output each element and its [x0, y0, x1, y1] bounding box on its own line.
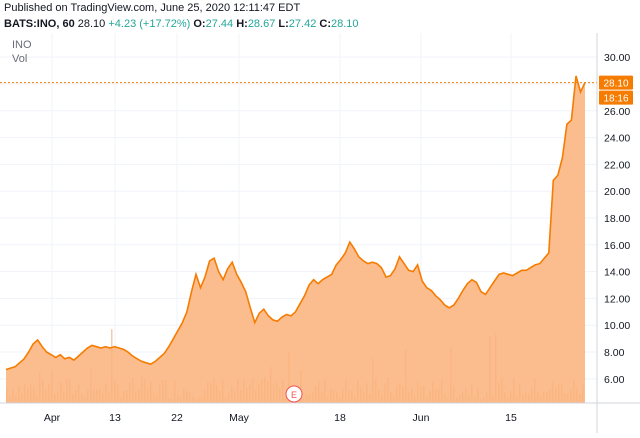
price-tick-label: 20.00: [604, 186, 630, 198]
price-tick-label: 12.00: [604, 293, 630, 305]
published-caption: Published on TradingView.com, June 25, 2…: [4, 2, 301, 14]
price-tick-label: 22.00: [604, 159, 630, 171]
symbol-label[interactable]: BATS:INO, 60: [4, 18, 75, 30]
earnings-marker[interactable]: E: [285, 385, 303, 403]
price-tick-label: 14.00: [604, 267, 630, 279]
price-area: [6, 75, 585, 404]
ohlc-legend: BATS:INO, 60 28.10 +4.23 (+17.72%) O:27.…: [4, 18, 359, 30]
close-label: C:: [319, 18, 331, 30]
time-tick-label: 15: [505, 412, 517, 424]
last-price-tag-box: [599, 75, 633, 90]
chart-title: INO: [12, 39, 32, 51]
chart-frame[interactable]: 6.00 8.00 10.00 12.00 14.00 16.00 18.00 20.00 22…: [0, 33, 640, 433]
price-line: [5, 75, 586, 371]
time-tick-label: Apr: [44, 412, 61, 424]
price-tick-label: 18.00: [604, 213, 630, 225]
price-tick-label: 16.00: [604, 240, 630, 252]
price-tick-label: 10.00: [604, 320, 630, 332]
time-axis[interactable]: Apr 13 22 May 18 Jun 15: [44, 412, 517, 424]
last-price-tag-label: 28.10: [603, 79, 628, 90]
countdown-tag-label: 18:16: [603, 94, 628, 105]
price-tick-label: 6.00: [604, 374, 625, 386]
high-label: H:: [236, 18, 248, 30]
open-label: O:: [193, 18, 206, 30]
earnings-marker-label: E: [291, 390, 297, 400]
last-price-tag: 28.10 18:16: [599, 75, 633, 105]
price-tick-label: 26.00: [604, 106, 630, 118]
close-value: 28.10: [331, 18, 359, 30]
high-value: 28.67: [247, 18, 276, 30]
price-tick-label: 8.00: [604, 347, 625, 359]
open-value: 27.44: [205, 18, 234, 30]
time-tick-label: 22: [171, 412, 183, 424]
low-value: 27.42: [288, 18, 317, 30]
earnings-marker-circle[interactable]: [285, 385, 303, 403]
volume-label: Vol: [12, 53, 27, 65]
low-label: L:: [278, 18, 289, 30]
price-tick-label: 30.00: [604, 52, 630, 64]
price-tick-label: 24.00: [604, 133, 630, 145]
last-price: 28.10: [77, 18, 106, 30]
countdown-tag-box: [599, 90, 633, 105]
price-chart[interactable]: 6.00 8.00 10.00 12.00 14.00 16.00 18.00 20.00 22…: [0, 33, 640, 433]
time-tick-label: 18: [334, 412, 346, 424]
time-tick-label: Jun: [413, 412, 430, 424]
time-tick-label: 13: [109, 412, 121, 424]
change-value: +4.23 (+17.72%): [108, 18, 191, 30]
time-tick-label: May: [229, 412, 250, 424]
